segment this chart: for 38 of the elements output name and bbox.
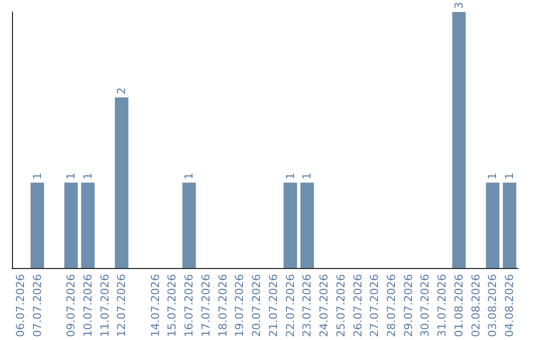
x-tick-label: 12.07.2026 [115,274,128,338]
x-tick-label: 02.08.2026 [469,274,482,338]
x-tick-label: 31.07.2026 [436,274,449,338]
data-label: 1 [503,172,516,180]
x-tick-label: 24.07.2026 [318,274,331,338]
data-label: 1 [182,172,196,180]
x-tick-label: 26.07.2026 [351,274,364,338]
x-tick-label: 01.08.2026 [452,274,466,338]
x-tick-label: 18.07.2026 [216,274,230,338]
data-label: 1 [300,172,314,180]
x-tick-label: 25.07.2026 [334,274,348,338]
x-tick-label: 07.07.2026 [30,274,44,338]
x-tick-label: 14.07.2026 [148,274,162,338]
x-tick-label: 19.07.2026 [233,274,246,338]
x-tick-label: 16.07.2026 [182,274,196,338]
x-tick-label: 20.07.2026 [250,274,264,338]
data-label: 1 [284,172,297,180]
data-label: 1 [64,172,78,180]
x-tick-label: 22.07.2026 [284,274,297,338]
x-tick-label: 23.07.2026 [300,274,314,338]
x-tick-label: 30.07.2026 [418,274,432,338]
x-tick-label: 28.07.2026 [385,274,398,338]
x-tick-label: 04.08.2026 [503,274,516,338]
data-label: 2 [115,87,128,94]
x-tick-label: 09.07.2026 [64,274,78,338]
data-label: 1 [486,172,500,180]
data-label: 1 [30,172,44,180]
x-tick-label: 10.07.2026 [81,274,94,338]
x-tick-label: 17.07.2026 [199,274,212,338]
x-tick-label: 06.07.2026 [14,274,27,338]
x-tick-label: 27.07.2026 [368,274,382,338]
x-tick-label: 15.07.2026 [166,274,179,338]
x-tick-label: 21.07.2026 [266,274,280,338]
data-label: 3 [452,2,466,9]
data-label: 1 [81,172,94,180]
x-tick-label: 03.08.2026 [486,274,500,338]
x-tick-label: 29.07.2026 [402,274,415,338]
x-tick-label: 11.07.2026 [98,274,112,338]
